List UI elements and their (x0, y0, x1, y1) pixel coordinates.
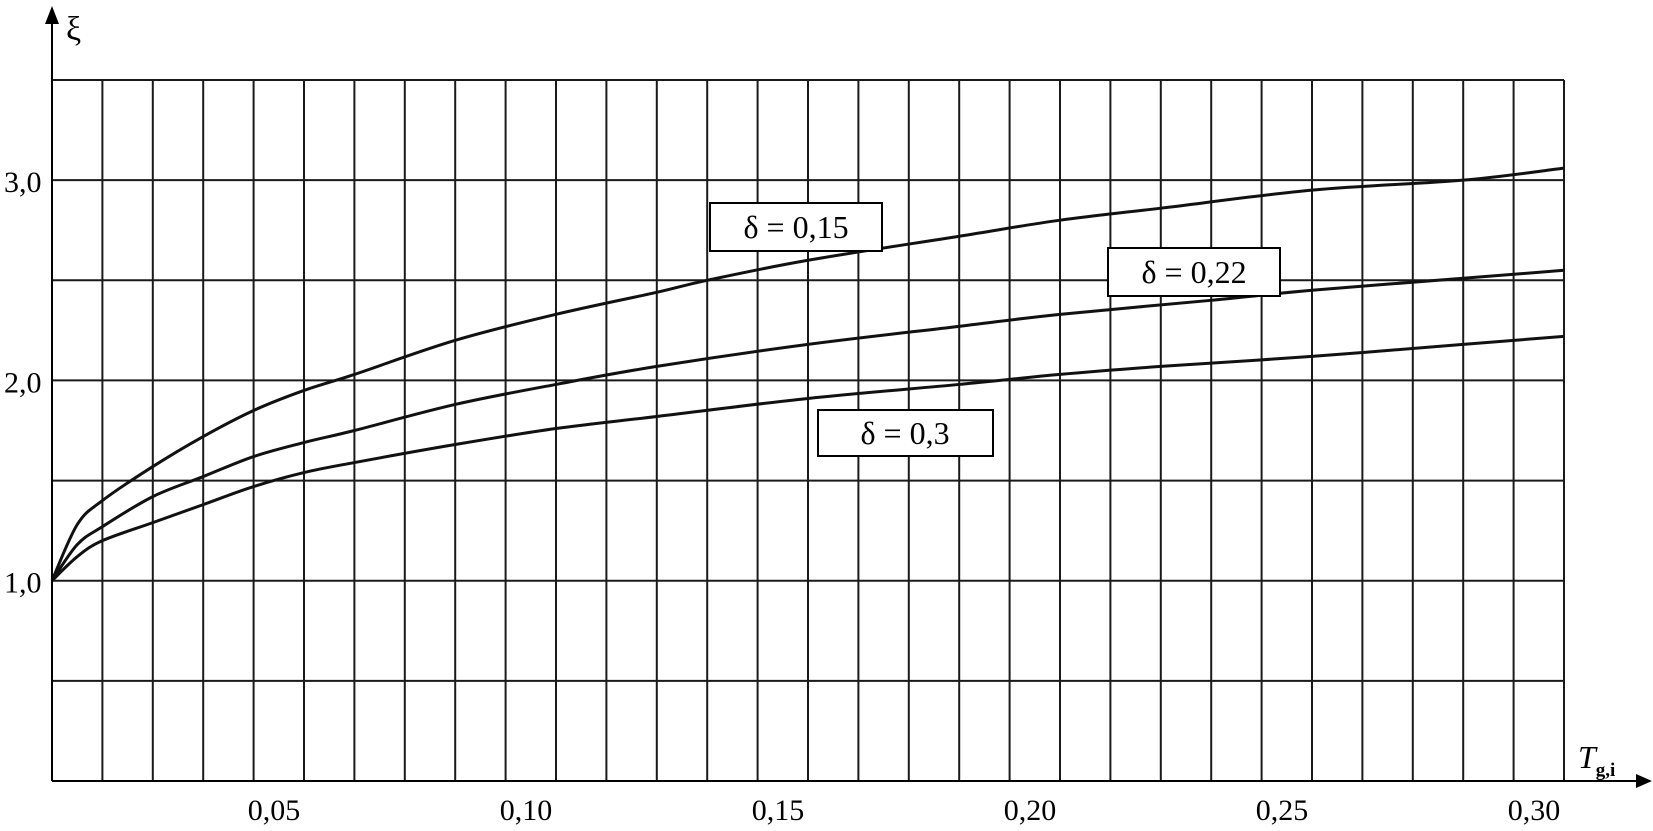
x-axis-label-main: T (1578, 739, 1598, 775)
series-line-0 (50, 166, 1565, 582)
series-label-box (817, 409, 994, 457)
tick-labels: 0,05 0,10 0,15 0,20 0,25 0,30 1,0 2,0 3,0 (4, 166, 1560, 827)
series-line-2 (50, 334, 1565, 582)
series-label-text: δ = 0,3 (860, 415, 949, 451)
x-tick-label: 0,20 (1004, 794, 1057, 827)
y-tick-label: 3,0 (4, 166, 42, 199)
series-label-box (1107, 247, 1281, 297)
x-axis-arrow-icon (1636, 774, 1652, 788)
x-tick-label: 0,25 (1256, 794, 1309, 827)
axes: ξ Tg,i (45, 6, 1652, 788)
x-axis-label-subscript: g,i (1596, 760, 1616, 781)
series-label-box (709, 202, 883, 252)
y-axis-label: ξ (66, 11, 81, 48)
series-label-text: δ = 0,15 (743, 209, 848, 245)
series-label-text: δ = 0,22 (1141, 254, 1246, 290)
series-label-2: δ = 0,3 (817, 409, 994, 457)
series-labels: δ = 0,15 δ = 0,22 δ = 0,3 (709, 202, 1281, 457)
y-axis-arrow-icon (45, 6, 59, 24)
x-tick-label: 0,10 (500, 794, 553, 827)
series-label-1: δ = 0,22 (1107, 247, 1281, 297)
grid (52, 79, 1565, 781)
x-tick-label: 0,05 (248, 794, 301, 827)
y-tick-label: 2,0 (4, 366, 42, 399)
x-axis-label: Tg,i (1578, 739, 1615, 781)
series-label-0: δ = 0,15 (709, 202, 883, 252)
x-tick-label: 0,30 (1508, 794, 1561, 827)
y-tick-label: 1,0 (4, 567, 42, 600)
x-tick-label: 0,15 (752, 794, 805, 827)
